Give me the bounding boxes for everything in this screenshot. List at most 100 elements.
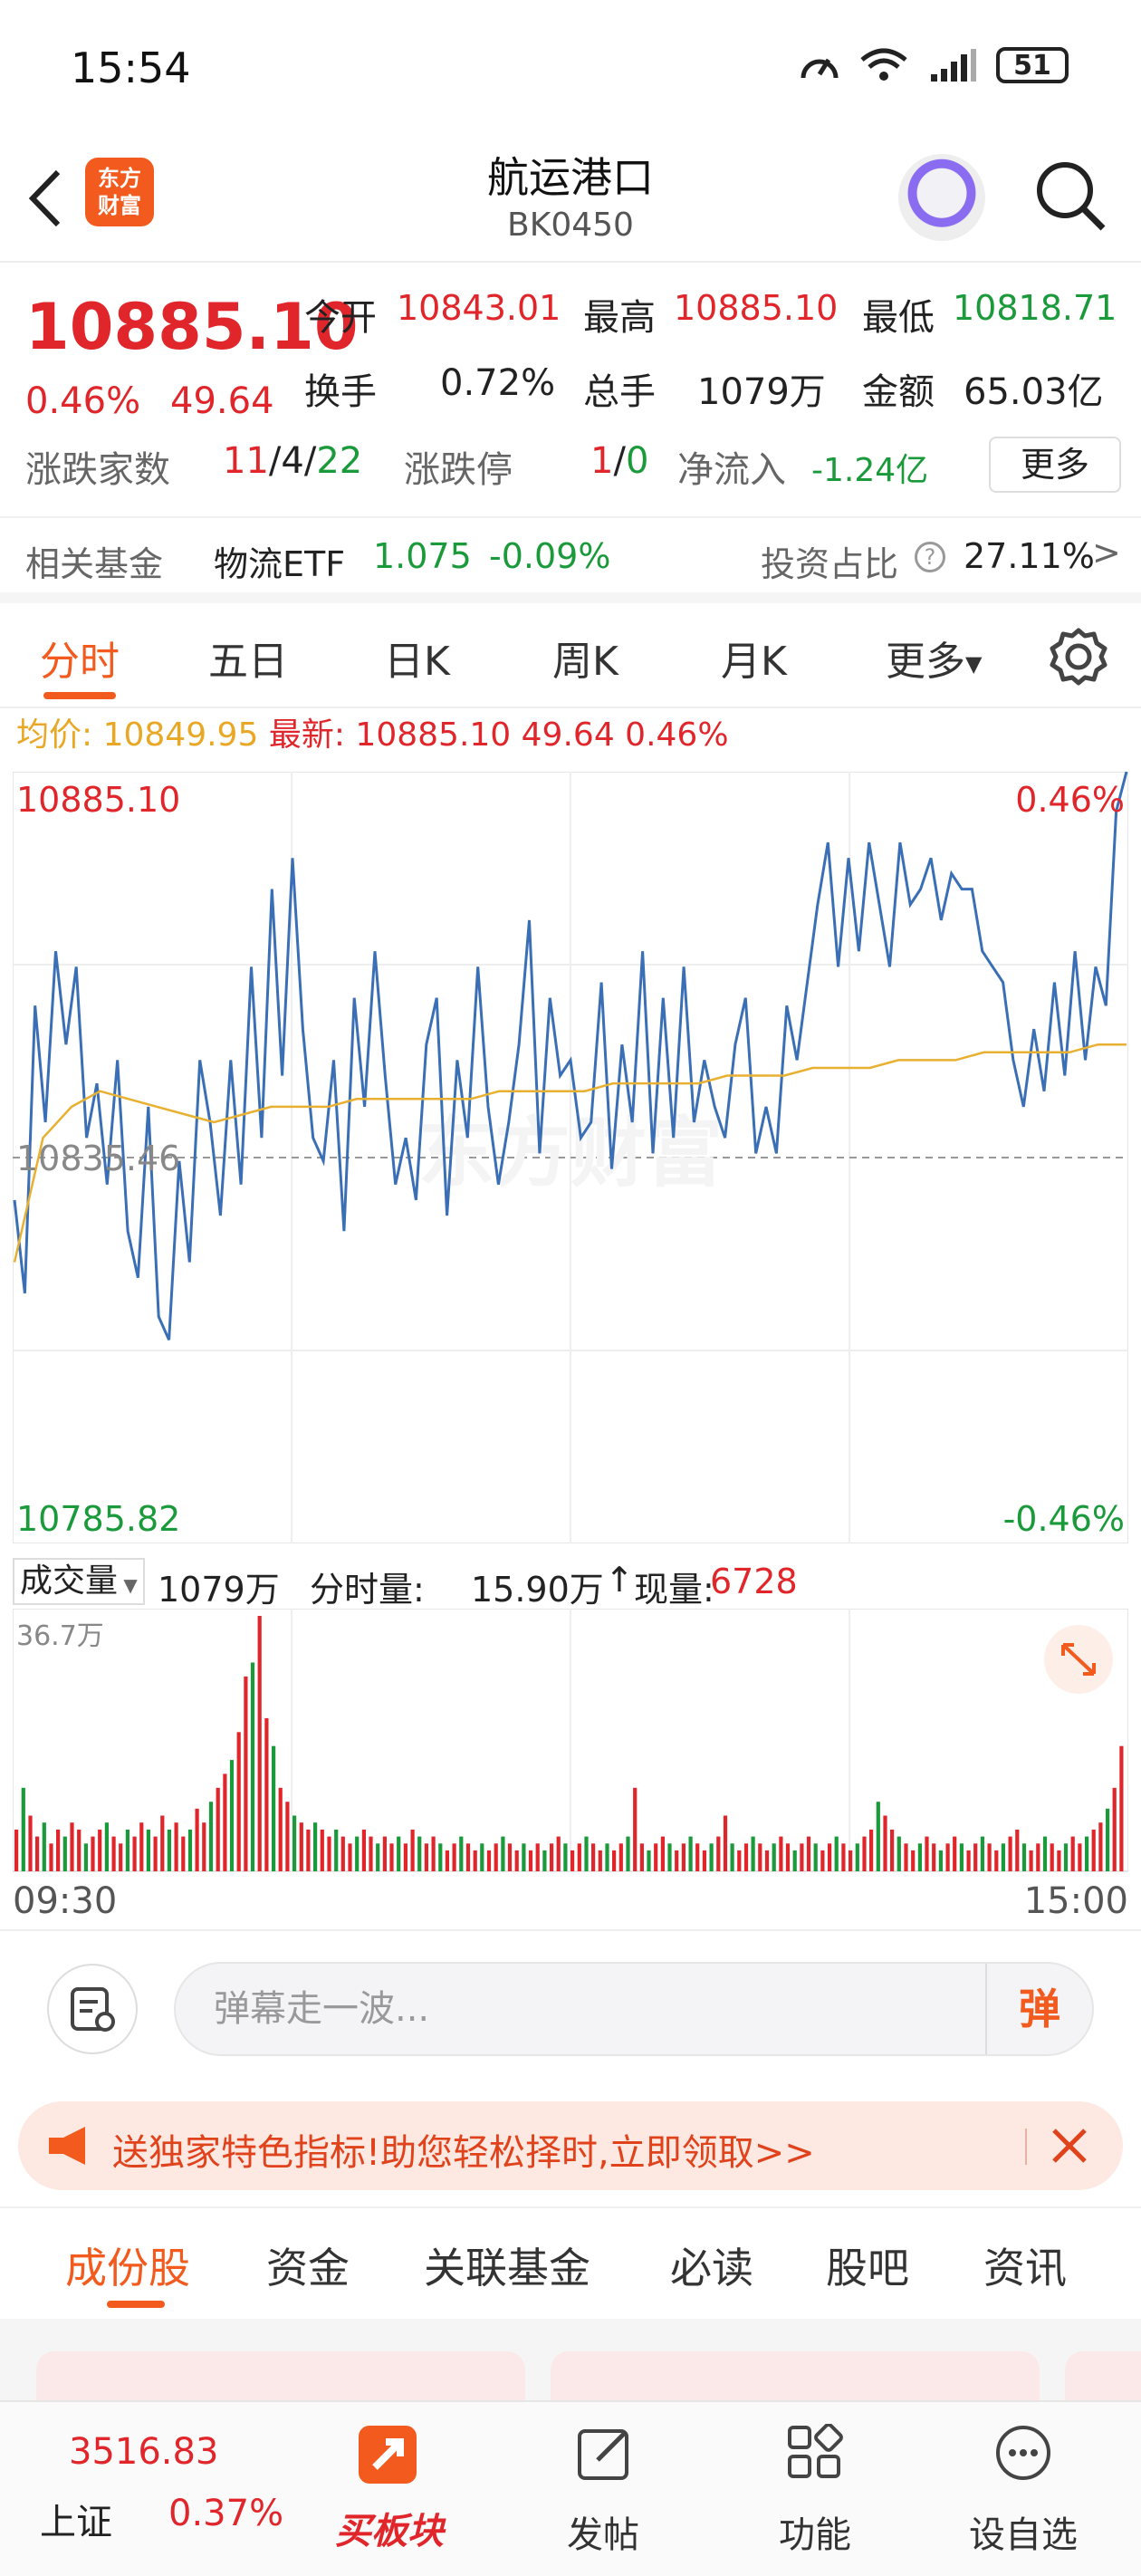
danmu-placeholder: 弹幕走一波... — [214, 1988, 430, 2030]
volume-bar — [1001, 1843, 1005, 1871]
volume-bar — [501, 1836, 505, 1871]
tab-monthly-k[interactable]: 月K — [721, 639, 787, 685]
nav-buy-sector[interactable]: 买板块 — [299, 2411, 480, 2565]
volume-bar — [1029, 1850, 1033, 1871]
volume-bar — [896, 1836, 901, 1871]
volume-bar — [785, 1843, 791, 1871]
intraday-chart-svg[interactable]: 东方财富 10885.10 0.46% 10835.46 10785.82 -0… — [12, 771, 1129, 1544]
sector-code: BK0450 — [507, 207, 634, 244]
change-pct: 0.46% — [25, 380, 141, 422]
tab-capital[interactable]: 资金 — [266, 2244, 350, 2292]
tab-must-read[interactable]: 必读 — [670, 2244, 753, 2292]
caret-down-icon: ▼ — [965, 651, 983, 677]
more-quote-button[interactable]: 更多 — [989, 437, 1121, 493]
ratio-label: 投资占比 — [761, 544, 899, 584]
intraday-chart[interactable]: 东方财富 10885.10 0.46% 10835.46 10785.82 -0… — [12, 771, 1129, 1544]
active-tab-indicator — [43, 692, 116, 699]
volume-bar — [104, 1822, 109, 1871]
back-icon[interactable] — [25, 167, 65, 230]
chart-watermark: 东方财富 — [418, 1109, 723, 1197]
signal-icon — [931, 49, 976, 82]
nav-watchlist[interactable]: 设自选 — [933, 2411, 1114, 2565]
volume-bar — [841, 1843, 846, 1871]
gear-icon[interactable] — [1049, 627, 1108, 687]
notes-icon[interactable] — [47, 1964, 138, 2054]
volume-bar — [716, 1836, 721, 1871]
expand-icon[interactable] — [1044, 1625, 1113, 1694]
nav-functions[interactable]: 功能 — [724, 2411, 906, 2565]
volume-bar — [417, 1836, 422, 1871]
tab-weekly-k[interactable]: 周K — [552, 639, 618, 685]
nav-post[interactable]: 发帖 — [513, 2411, 694, 2565]
volume-bar — [709, 1843, 714, 1871]
tab-intraday[interactable]: 分时 — [40, 639, 120, 685]
volume-chart-svg[interactable]: 36.7万 — [12, 1608, 1129, 1873]
volume-bar — [681, 1843, 686, 1871]
index-pct: 0.37% — [168, 2493, 284, 2534]
volume-bar — [1112, 1787, 1117, 1871]
low-label: 最低 — [862, 297, 935, 339]
cards-strip — [0, 2319, 1141, 2424]
volume-bar — [403, 1843, 408, 1871]
tab-daily-k[interactable]: 日K — [384, 639, 450, 685]
tab-news[interactable]: 资讯 — [983, 2244, 1067, 2292]
volume-bar — [849, 1850, 853, 1871]
tab-more[interactable]: 更多▼ — [886, 629, 982, 687]
tab-components[interactable]: 成份股 — [65, 2244, 190, 2292]
current-volume-value: 6728 — [710, 1562, 798, 1601]
volume-bar — [751, 1836, 755, 1871]
danmu-input[interactable]: 弹幕走一波... 弹 — [174, 1962, 1094, 2056]
volume-bar — [42, 1822, 46, 1871]
volume-bar — [675, 1850, 679, 1871]
status-icons: 51 — [799, 47, 1069, 83]
assistant-avatar[interactable] — [898, 154, 985, 241]
minute-volume-label: 分时量: — [310, 1570, 425, 1610]
search-icon[interactable] — [1032, 158, 1108, 234]
tab-more-label: 更多 — [886, 639, 965, 685]
volume-bar — [591, 1843, 596, 1871]
volume-bar — [21, 1787, 25, 1871]
turnover-value: 0.72% — [440, 362, 556, 404]
volume-bar — [626, 1836, 630, 1871]
volume-bar — [758, 1843, 762, 1871]
grid-icon — [788, 2424, 843, 2478]
volume-bar — [410, 1829, 415, 1871]
arrow-up-icon: ↑ — [605, 1560, 634, 1600]
volume-bar — [376, 1843, 380, 1871]
volume-bar — [618, 1843, 623, 1871]
volume-selector[interactable]: 成交量 ▼ — [13, 1558, 145, 1605]
volume-bar — [452, 1843, 456, 1871]
adv-up: 11 — [223, 440, 269, 482]
banner-divider — [1025, 2129, 1027, 2165]
volume-bar — [654, 1843, 658, 1871]
volume-bar — [361, 1829, 366, 1871]
tab-forum[interactable]: 股吧 — [826, 2244, 909, 2292]
active-subtab-indicator — [107, 2301, 165, 2308]
help-icon[interactable]: ? — [915, 542, 945, 572]
close-icon[interactable] — [1049, 2125, 1090, 2167]
app-logo[interactable]: 东方 财富 — [85, 158, 154, 226]
danmu-toggle-button[interactable]: 弹 — [985, 1964, 1092, 2054]
tab-five-day[interactable]: 五日 — [208, 639, 288, 685]
volume-bar — [1070, 1836, 1075, 1871]
volume-bar — [883, 1815, 887, 1871]
volume-bar — [932, 1843, 936, 1871]
volume-bar — [855, 1843, 859, 1871]
index-widget[interactable]: 3516.83 上证 0.37% — [18, 2420, 290, 2556]
volume-bar — [278, 1787, 283, 1871]
related-fund-row[interactable]: 相关基金 物流ETF 1.075 -0.09% 投资占比 ? 27.11% > — [0, 516, 1141, 603]
volume-bar — [584, 1836, 589, 1871]
avg-price-line — [13, 1043, 1127, 1263]
promo-banner[interactable]: 送独家特色指标!助您轻松择时,立即领取>> — [18, 2101, 1123, 2190]
volume-selector-label: 成交量 — [20, 1562, 119, 1600]
volume-bar — [869, 1829, 874, 1871]
volume-bar — [688, 1836, 693, 1871]
quote-panel: 10885.10 0.46% 49.64 今开 10843.01 最高 1088… — [0, 263, 1141, 516]
volume-bar — [945, 1843, 950, 1871]
volume-bar — [445, 1850, 449, 1871]
volume-chart[interactable]: 36.7万 — [12, 1608, 1129, 1873]
caret-down-icon: ▼ — [118, 1574, 138, 1596]
price-line — [13, 771, 1128, 1341]
volume-bar — [828, 1843, 832, 1871]
tab-related-funds[interactable]: 关联基金 — [424, 2244, 590, 2292]
